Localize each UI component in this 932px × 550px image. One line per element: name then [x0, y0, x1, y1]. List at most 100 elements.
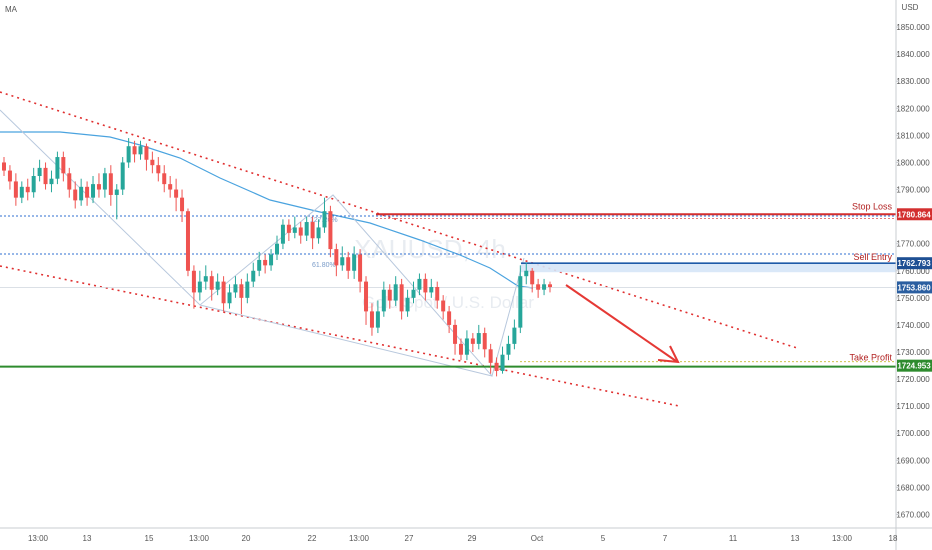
candle-body	[387, 289, 392, 301]
candle	[138, 140, 143, 160]
candle-body	[476, 333, 481, 344]
ma-line	[0, 131, 534, 289]
candle-body	[340, 257, 345, 266]
candle	[482, 327, 487, 358]
candle	[197, 270, 202, 301]
price-tick-label: 1800.000	[896, 158, 930, 167]
candle	[387, 284, 392, 309]
candle	[542, 278, 547, 296]
candle	[441, 295, 446, 320]
candle	[423, 273, 428, 301]
candle	[156, 157, 161, 182]
candle	[55, 151, 60, 185]
moving-average	[0, 131, 534, 289]
candle	[476, 324, 481, 350]
candle	[49, 170, 54, 193]
candle-body	[423, 278, 428, 293]
candle	[120, 157, 125, 195]
candle-body	[286, 224, 291, 233]
descending-channel[interactable]	[0, 91, 798, 407]
price-badge: 1780.864	[897, 208, 932, 221]
time-axis[interactable]: 13:00 13 15 13:00 20 22 13:00 27 29 Oct 5 7 11 13 13:0…	[28, 534, 898, 543]
candle	[506, 335, 511, 361]
candle-body	[542, 284, 547, 290]
time-tick-label: 18	[889, 534, 898, 543]
candle	[369, 303, 374, 336]
candle-body	[280, 224, 285, 244]
projection-arrow[interactable]	[565, 284, 680, 364]
candle-body	[2, 162, 6, 171]
price-tick-label: 1700.000	[896, 429, 930, 438]
candle-body	[96, 184, 101, 190]
trade-levels[interactable]: Stop Loss Sell Entry Take Profit	[0, 201, 896, 368]
candle	[429, 278, 434, 298]
candle-body	[49, 178, 54, 185]
candle-body	[405, 297, 410, 312]
candle-body	[269, 254, 274, 266]
candle-body	[548, 284, 552, 288]
candle	[239, 278, 244, 315]
candle-body	[203, 276, 208, 282]
time-tick-label: 13:00	[832, 534, 853, 543]
candle-body	[120, 162, 125, 190]
candle-body	[453, 324, 458, 344]
price-tick-label: 1820.000	[896, 104, 930, 113]
candle	[453, 319, 458, 355]
sell-entry-zone	[521, 263, 896, 273]
candle-body	[162, 173, 167, 185]
time-tick-label: 13:00	[189, 534, 210, 543]
candle-body	[334, 249, 339, 266]
candle-body	[215, 281, 220, 290]
candle-body	[168, 184, 173, 190]
candle-body	[31, 176, 36, 193]
time-tick-label: 27	[405, 534, 414, 543]
sell-entry-label: Sell Entry	[853, 252, 892, 262]
candle	[67, 167, 72, 198]
price-tick-label: 1730.000	[896, 348, 930, 357]
indicator-label[interactable]: MA	[5, 5, 18, 14]
pattern-lines	[0, 109, 525, 378]
price-axis-background	[896, 0, 932, 550]
candle-body	[275, 243, 279, 255]
candle	[536, 278, 541, 298]
candle	[2, 157, 6, 176]
candle	[221, 276, 226, 312]
candle-body	[292, 227, 297, 233]
price-badge-label: 1780.864	[897, 210, 931, 219]
candle-body	[524, 270, 529, 277]
candle-body	[102, 173, 107, 190]
price-badge-label: 1753.860	[897, 283, 931, 292]
time-tick-label: 13:00	[28, 534, 49, 543]
candle	[393, 276, 398, 306]
price-tick-label: 1720.000	[896, 375, 930, 384]
candle-body	[435, 287, 440, 301]
candle	[174, 178, 179, 212]
candle-body	[310, 222, 315, 239]
watermark-main: XAUUSD, 4h	[354, 234, 506, 264]
arrow-head	[657, 345, 680, 364]
candle-body	[536, 284, 541, 290]
candle-body	[298, 227, 303, 236]
channel-lower-line	[0, 265, 680, 407]
candle	[275, 235, 279, 260]
candle-body	[91, 184, 96, 198]
candle	[280, 219, 285, 250]
candle-body	[108, 173, 113, 195]
price-badge-box	[897, 281, 932, 294]
candle	[209, 270, 214, 301]
candle-body	[470, 338, 475, 344]
candle	[269, 249, 274, 271]
candle	[191, 265, 196, 309]
candle-body	[530, 270, 535, 285]
candle	[114, 184, 119, 220]
candle	[464, 330, 469, 361]
price-tick-label: 1680.000	[896, 483, 930, 492]
time-tick-label: 20	[242, 534, 251, 543]
candle	[346, 251, 351, 279]
candle-body	[328, 211, 333, 250]
candle	[233, 276, 238, 298]
candle	[13, 173, 18, 206]
candle	[316, 219, 321, 244]
